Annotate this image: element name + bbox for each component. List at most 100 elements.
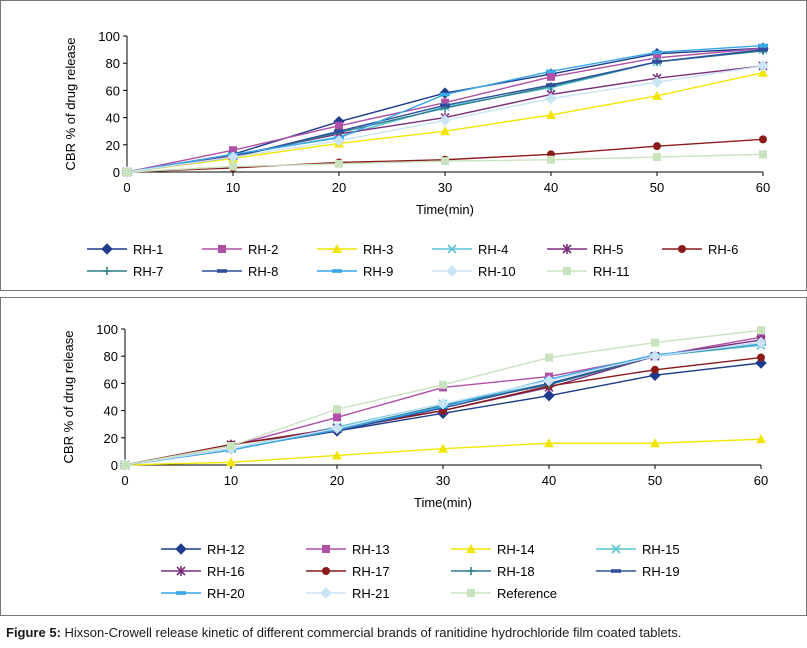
x-tick-label: 50 xyxy=(648,473,662,488)
legend-item: RH-6 xyxy=(662,242,738,257)
legend-swatch-marker xyxy=(447,244,457,254)
legend-swatch-marker xyxy=(466,544,476,553)
data-point xyxy=(653,142,661,151)
x-tick-label: 30 xyxy=(438,180,452,195)
data-point xyxy=(544,438,554,448)
legend-item: RH-14 xyxy=(451,542,535,557)
y-tick-label: 40 xyxy=(106,111,120,126)
chart-top: 0 20 40 60 80 100 0 10 20 30 40 50 60 Time(min) CBR % … xyxy=(63,29,770,279)
legend-swatch-marker xyxy=(175,543,187,555)
data-point xyxy=(546,109,556,119)
legend-swatch-marker xyxy=(320,587,332,599)
data-point xyxy=(652,50,662,55)
legend-label: RH-5 xyxy=(593,242,623,257)
series-rh-11 xyxy=(123,150,767,176)
series-rh-10 xyxy=(121,60,769,178)
x-tick-label: 20 xyxy=(332,180,346,195)
data-point xyxy=(547,72,555,81)
data-point xyxy=(331,422,343,434)
series-rh-6 xyxy=(123,135,767,176)
legend-label: RH-18 xyxy=(497,564,535,579)
y-axis-label: CBR % of drug release xyxy=(63,38,78,171)
legend-item: RH-5 xyxy=(547,242,623,257)
legend-label: RH-2 xyxy=(248,242,278,257)
data-point xyxy=(335,159,343,168)
data-point xyxy=(439,380,447,389)
x-tick-label: 40 xyxy=(542,473,556,488)
data-point xyxy=(437,398,449,410)
data-point xyxy=(229,146,237,155)
data-point xyxy=(543,374,555,387)
chart-panel-bottom: 0 20 40 60 80 100 0 10 20 30 40 50 60 Time(min) CBR % … xyxy=(0,297,807,616)
data-point xyxy=(438,443,448,453)
data-point xyxy=(758,67,768,77)
y-tick-label: 60 xyxy=(106,83,120,98)
data-point xyxy=(441,157,449,166)
legend-swatch-marker xyxy=(332,269,342,273)
chart-bottom: 0 20 40 60 80 100 0 10 20 30 40 50 60 Time(min) CBR % … xyxy=(61,322,768,601)
data-point xyxy=(440,126,450,136)
data-point xyxy=(121,461,129,469)
data-point xyxy=(649,350,661,362)
data-point xyxy=(440,103,450,108)
legend-swatch-marker xyxy=(467,567,475,575)
data-point xyxy=(652,90,662,100)
x-tick-label: 20 xyxy=(330,473,344,488)
y-tick-label: 20 xyxy=(104,431,118,446)
legend-item: RH-18 xyxy=(451,564,535,579)
legend-swatch-marker xyxy=(563,267,571,275)
legend-item: RH-3 xyxy=(317,242,393,257)
legend-label: RH-17 xyxy=(352,564,390,579)
x-axis-label: Time(min) xyxy=(414,495,472,510)
legend-swatch-marker xyxy=(217,269,227,273)
legend: RH-1 RH-2 RH-3 RH-4 RH-5 RH-6 RH-7 RH-8 RH-9 RH-1… xyxy=(87,242,738,279)
legend-item: RH-16 xyxy=(161,564,245,579)
data-point xyxy=(439,114,451,127)
legend-swatch-marker xyxy=(322,545,330,553)
data-point xyxy=(650,438,660,448)
figure-caption-text: Hixson-Crowell release kinetic of differ… xyxy=(60,625,682,640)
data-point xyxy=(651,338,659,347)
legend-swatch-marker xyxy=(322,567,330,575)
data-point xyxy=(756,434,766,444)
legend-label: RH-11 xyxy=(593,264,630,279)
legend-item: RH-10 xyxy=(432,264,516,279)
y-tick-label: 60 xyxy=(104,376,118,391)
data-point xyxy=(441,98,449,107)
x-tick-label: 10 xyxy=(224,473,238,488)
data-point xyxy=(651,365,659,374)
x-tick-label: 60 xyxy=(754,473,768,488)
data-point xyxy=(333,413,341,422)
data-point xyxy=(545,92,557,105)
data-point xyxy=(759,150,767,159)
x-tick-label: 10 xyxy=(226,180,240,195)
data-point xyxy=(333,135,345,147)
data-point xyxy=(546,83,556,87)
legend-item: Reference xyxy=(451,586,557,601)
legend-item: RH-13 xyxy=(306,542,390,557)
y-tick-label: 80 xyxy=(106,56,120,71)
legend-item: RH-2 xyxy=(202,242,278,257)
legend-label: RH-1 xyxy=(133,242,163,257)
data-point xyxy=(226,457,236,467)
legend-label: RH-16 xyxy=(207,564,245,579)
data-point xyxy=(652,60,662,64)
y-tick-label: 40 xyxy=(104,404,118,419)
data-point xyxy=(546,69,556,74)
y-tick-label: 80 xyxy=(104,349,118,364)
data-point xyxy=(757,353,765,362)
legend-swatch-marker xyxy=(611,544,621,554)
data-point xyxy=(757,60,769,72)
data-point xyxy=(229,162,237,171)
figure-caption-label: Figure 5: xyxy=(6,625,61,640)
legend-label: RH-3 xyxy=(363,242,393,257)
legend-swatch-marker xyxy=(332,244,342,253)
data-point xyxy=(653,153,661,162)
legend-label: RH-8 xyxy=(248,264,278,279)
legend-label: RH-15 xyxy=(642,542,680,557)
legend-item: RH-11 xyxy=(547,264,630,279)
x-tick-label: 60 xyxy=(756,180,770,195)
data-point xyxy=(123,168,131,176)
data-point xyxy=(335,121,343,130)
legend-item: RH-8 xyxy=(202,264,278,279)
